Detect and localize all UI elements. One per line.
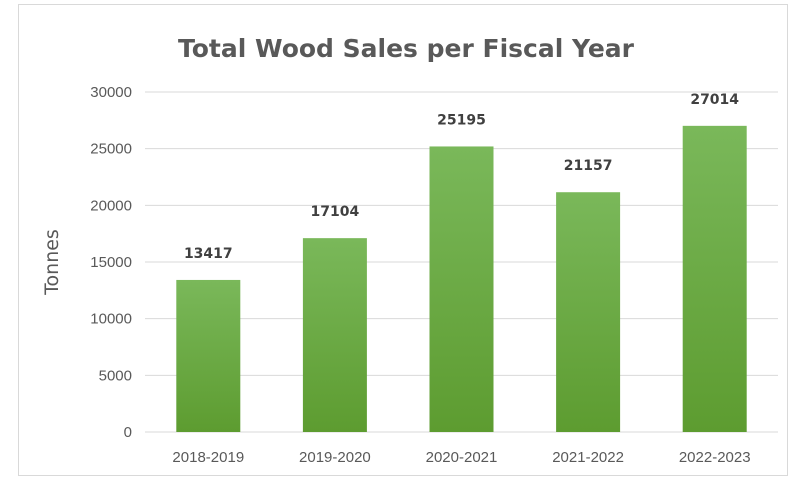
data-labels: 13417 17104 25195 21157 27014 [184,92,739,262]
x-tick-label: 2022-2023 [679,449,751,466]
data-label: 27014 [690,92,739,108]
y-tick-label: 10000 [90,311,132,328]
data-label: 13417 [184,246,233,262]
y-tick-label: 30000 [90,84,132,101]
y-tick-label: 25000 [90,141,132,158]
y-tick-label: 0 [124,424,132,441]
chart-frame [18,4,788,476]
bar-2018-2019 [176,279,241,432]
bars [176,125,747,432]
x-tick-label: 2019-2020 [299,449,371,466]
x-axis-ticks: 2018-2019 2019-2020 2020-2021 2021-2022 2022… [172,449,750,466]
bar-2021-2022 [556,192,621,432]
bar-2022-2023 [682,125,747,432]
y-tick-label: 20000 [90,197,132,214]
chart-title: Total Wood Sales per Fiscal Year [178,34,634,63]
data-label: 25195 [437,112,486,128]
y-axis-ticks: 0 5000 10000 15000 20000 25000 30000 [90,84,132,441]
y-tick-label: 15000 [90,254,132,271]
x-tick-label: 2020-2021 [426,449,498,466]
data-label: 21157 [564,158,613,174]
bar-2020-2021 [429,146,494,432]
data-label: 17104 [311,204,360,220]
x-tick-label: 2021-2022 [552,449,624,466]
y-tick-label: 5000 [99,367,132,384]
bar-2019-2020 [302,238,367,432]
x-tick-label: 2018-2019 [172,449,244,466]
y-axis-label: Tonnes [41,229,63,296]
